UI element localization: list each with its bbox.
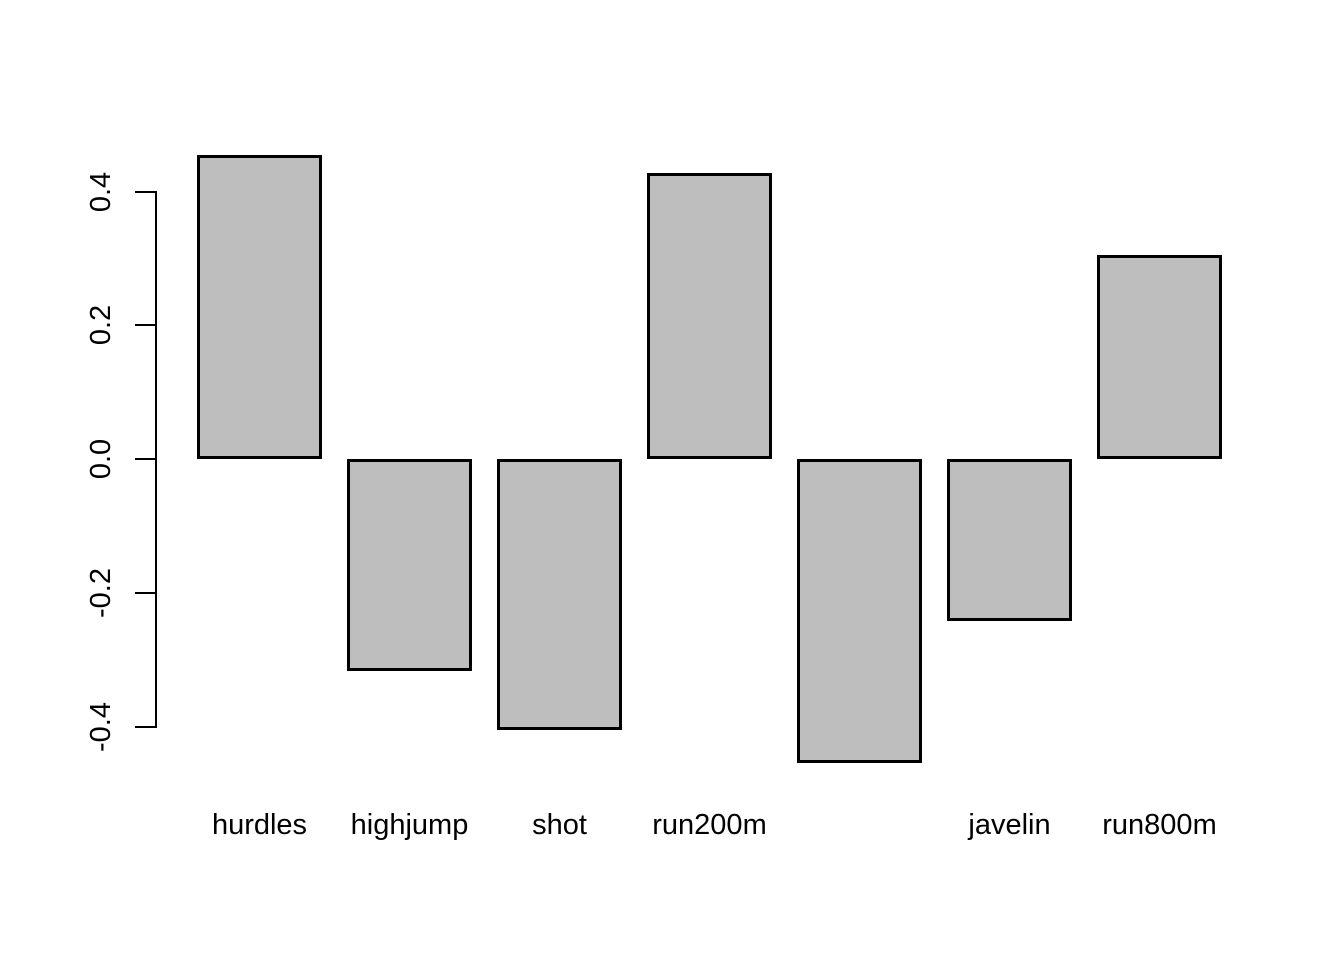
- y-tick: [135, 726, 157, 728]
- bar-hurdles: [197, 155, 322, 459]
- x-category-label: run800m: [1102, 809, 1217, 841]
- y-tick-label: -0.4: [85, 702, 117, 752]
- bar-run200m: [647, 173, 772, 459]
- y-tick-label: 0.2: [85, 304, 117, 346]
- y-tick: [135, 458, 157, 460]
- x-category-label: shot: [532, 809, 587, 841]
- y-tick-label: -0.2: [85, 568, 117, 618]
- x-category-label: highjump: [350, 809, 469, 841]
- y-tick: [135, 191, 157, 193]
- x-category-label: hurdles: [211, 809, 308, 841]
- y-tick: [135, 592, 157, 594]
- y-tick-label: 0.4: [85, 171, 117, 213]
- y-tick-label: 0.0: [85, 438, 117, 480]
- x-category-label: javelin: [968, 809, 1051, 841]
- bar-highjump: [347, 459, 472, 671]
- x-category-label: run200m: [652, 809, 767, 841]
- bar-unlabeled: [797, 459, 922, 763]
- y-tick: [135, 324, 157, 326]
- bar-run800m: [1097, 255, 1222, 459]
- bar-javelin: [947, 459, 1072, 621]
- bar-shot: [497, 459, 622, 730]
